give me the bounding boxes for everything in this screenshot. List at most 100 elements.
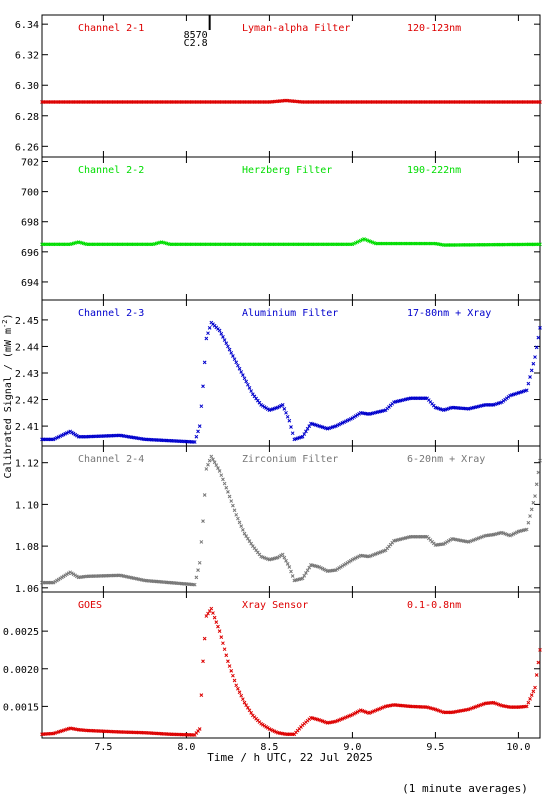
data-point-cross (431, 403, 436, 408)
data-point-cross (425, 396, 429, 401)
data-point-cross (430, 706, 434, 711)
data-point-cross (244, 379, 249, 384)
data-point-cross (322, 425, 327, 430)
data-point-cross (76, 240, 81, 244)
data-point-cross (257, 552, 262, 557)
data-point-cross (197, 727, 202, 731)
data-point-cross (363, 710, 368, 714)
data-point-cross (312, 422, 317, 427)
data-point-cross (526, 381, 531, 386)
data-point-cross (493, 701, 498, 706)
panel-filter-label: Xray Sensor (242, 600, 308, 611)
data-point-cross (270, 728, 275, 733)
data-point-cross (242, 700, 247, 705)
data-point-cross (221, 477, 225, 482)
data-point-cross (252, 546, 257, 551)
data-point-cross (428, 706, 433, 710)
data-point-cross (529, 368, 534, 373)
data-point-cross (435, 708, 439, 712)
data-point-cross (319, 424, 323, 429)
panel-2: 694 696 698 700 702 Channel 2-2 Herzberg Filte… (21, 156, 542, 301)
data-point-cross (360, 708, 365, 713)
data-point-cross (312, 563, 317, 568)
y-tick-label: 698 (21, 218, 39, 229)
data-point-cross (287, 565, 292, 569)
panel-1: 6.26 6.28 6.30 6.32 6.34 Channel 2-1 Lyman-alp… (15, 14, 542, 158)
data-point-cross (372, 241, 376, 245)
data-point-cross (317, 718, 322, 722)
data-point-cross (245, 705, 250, 710)
data-point-cross (234, 360, 239, 365)
panel-band-label: 120-123nm (407, 23, 461, 34)
data-point-cross (252, 715, 257, 719)
data-point-cross (533, 355, 537, 359)
y-tick-label: 2.41 (15, 422, 39, 433)
data-point-cross (324, 720, 328, 725)
data-point-cross (244, 534, 249, 538)
data-point-cross (531, 361, 536, 366)
data-point-cross (222, 481, 227, 486)
data-point-cross (164, 241, 169, 246)
y-axis-label-main: Calibrated Signal / (mW m (3, 328, 14, 479)
flare-class-label: C2.8 (184, 38, 208, 49)
data-point-cross (250, 544, 255, 548)
data-point-cross (436, 406, 441, 411)
data-point-cross (499, 530, 504, 535)
data-point-cross (282, 555, 287, 560)
data-point-cross (435, 406, 439, 410)
data-point-cross (249, 541, 254, 546)
data-point-cross (426, 536, 431, 541)
panel-frame (41, 445, 541, 593)
data-point-cross (247, 708, 252, 713)
data-point-cross (322, 719, 327, 724)
panel-3: 2.41 2.42 2.43 2.44 2.45 Channel 2-3 Aluminium… (15, 299, 542, 447)
data-point-cross (536, 335, 541, 340)
data-point-cross (219, 331, 224, 336)
data-point-cross (315, 717, 320, 722)
data-point-cross (232, 508, 237, 513)
data-point-cross (239, 370, 244, 374)
data-point-cross (231, 354, 235, 358)
data-series (40, 237, 542, 247)
data-point-cross (196, 429, 200, 434)
data-point-cross (166, 242, 171, 246)
panel-band-label: 0.1-0.8nm (407, 600, 461, 611)
data-point-cross (319, 718, 323, 723)
data-point-cross (234, 512, 239, 517)
data-point-cross (237, 520, 242, 525)
data-point-cross (538, 458, 542, 463)
data-point-cross (214, 463, 219, 468)
data-point-cross (78, 240, 83, 245)
data-point-cross (536, 470, 541, 475)
data-point-cross (309, 715, 313, 720)
data-point-cross (538, 242, 542, 247)
data-point-cross (250, 713, 255, 718)
panel-frame (41, 156, 541, 301)
data-point-cross (199, 540, 204, 544)
data-point-cross (433, 405, 438, 410)
data-point-cross (199, 404, 204, 409)
data-point-cross (232, 678, 237, 683)
data-point-cross (315, 564, 320, 569)
data-point-cross (314, 717, 318, 721)
data-point-cross (201, 659, 205, 664)
data-point-cross (241, 527, 245, 532)
data-point-cross (159, 240, 164, 244)
data-point-cross (241, 373, 245, 377)
data-point-cross (242, 531, 247, 536)
data-point-cross (254, 716, 258, 721)
data-point-cross (440, 709, 444, 714)
data-point-cross (315, 423, 320, 428)
data-point-cross (83, 242, 88, 246)
data-point-cross (239, 693, 244, 698)
y-tick-label: 1.12 (15, 459, 39, 470)
data-point-cross (227, 664, 232, 668)
data-point-cross (367, 239, 371, 243)
panel-4: 1.06 1.08 1.10 1.12 Channel 2-4 Zirconium Fil… (15, 445, 542, 595)
data-point-cross (212, 615, 217, 620)
data-point-cross (199, 693, 204, 697)
data-point-cross (201, 384, 205, 389)
data-point-cross (365, 238, 370, 243)
data-point-cross (221, 641, 225, 646)
